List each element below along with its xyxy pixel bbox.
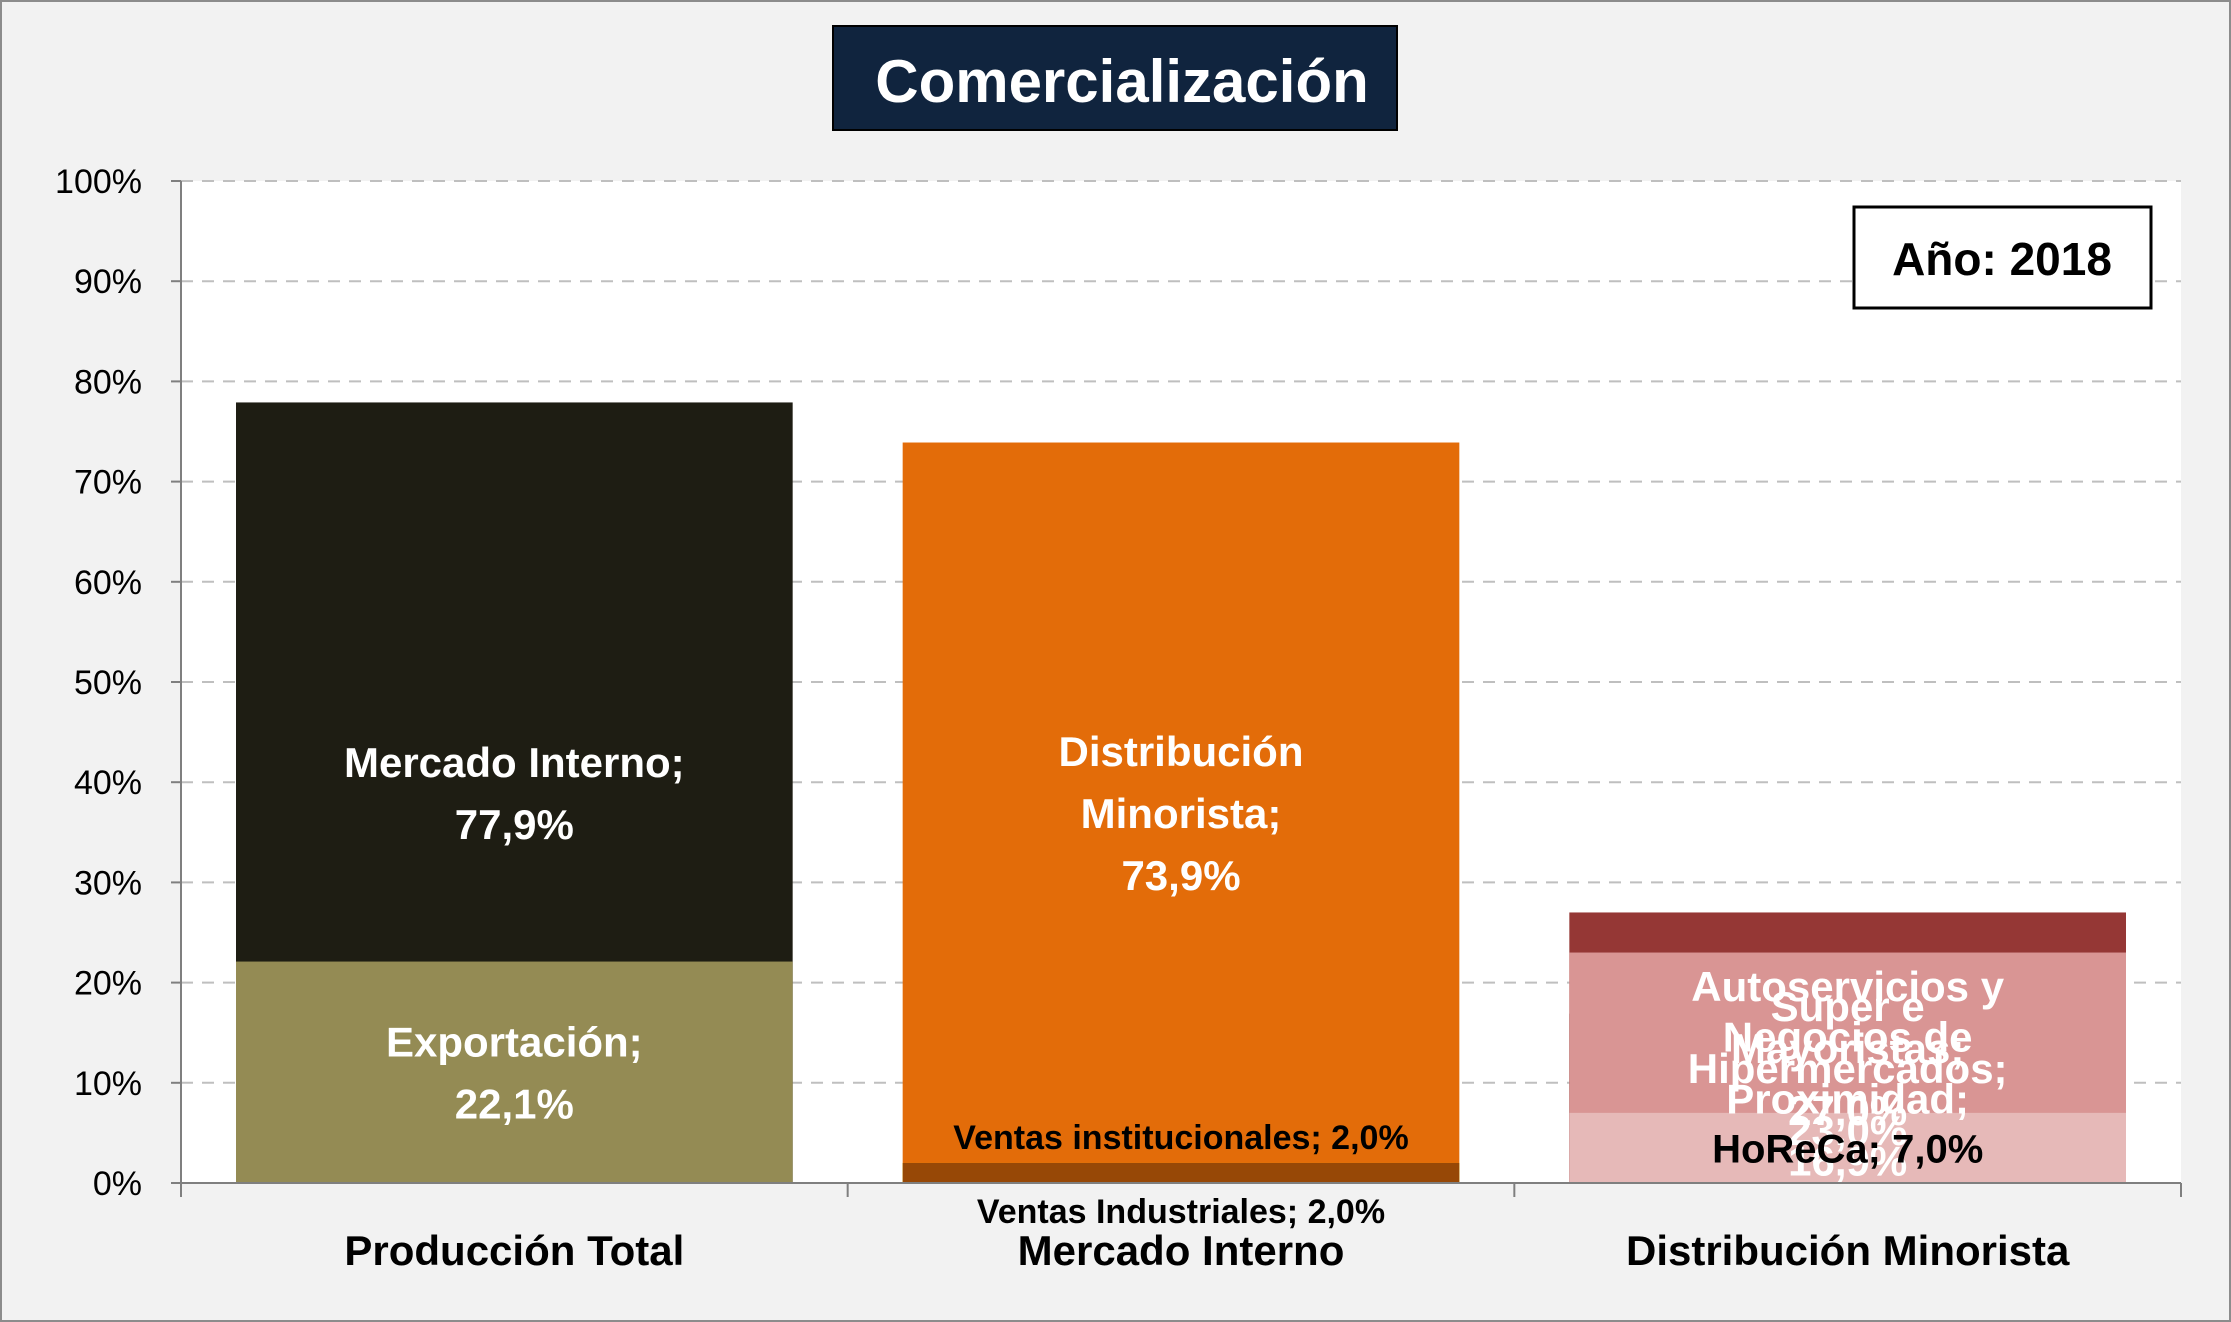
x-tick-label: Producción Total — [344, 1227, 684, 1274]
y-tick-label: 70% — [74, 464, 142, 502]
stacked-bars — [236, 402, 2126, 1184]
y-tick-label: 90% — [74, 263, 142, 301]
y-tick-label: 50% — [74, 664, 142, 702]
y-axis-ticks: 0% 10% 20% 30% 40% 50% 60% 70% 80% 90% 100% — [55, 163, 181, 1203]
bar-segment — [1569, 1112, 2126, 1183]
data-label: Autoservicios y Mayoristas; 27,0% — [1691, 963, 2004, 1134]
year-annotation-box: Año: 2018 — [1852, 205, 2153, 310]
data-label: Negocios de Proximidad; 16,9% — [1723, 1013, 1973, 1184]
bar-segment — [902, 1162, 1460, 1183]
data-label: Mercado Interno; 77,9% — [344, 739, 685, 848]
y-tick-label: 10% — [74, 1065, 142, 1103]
data-label: Ventas Industriales; 2,0% — [977, 1193, 1385, 1231]
data-label: Ventas institucionales; 2,0% — [953, 1119, 1408, 1157]
y-tick-label: 100% — [55, 163, 142, 201]
bar-segment — [902, 442, 1460, 1184]
chart-title-box: Comercialización — [832, 25, 1398, 131]
data-label: Distribución Minorista; 73,9% — [1058, 728, 1303, 899]
y-tick-label: 20% — [74, 965, 142, 1003]
bar-segment — [236, 961, 793, 1183]
data-label: Super e Hipermercados; 23,0% — [1688, 983, 2008, 1154]
chart-title: Comercialización — [875, 48, 1369, 115]
chart-title-background — [832, 25, 1398, 131]
x-axis-ticks: Producción Total Mercado Interno Distribuc… — [180, 1183, 2182, 1274]
y-tick-label: 40% — [74, 764, 142, 802]
data-label: Exportación; 22,1% — [386, 1018, 643, 1127]
year-annotation: Año: 2018 — [1892, 233, 2112, 285]
y-tick-label: 80% — [74, 363, 142, 401]
y-tick-label: 30% — [74, 864, 142, 902]
y-tick-label: 0% — [93, 1165, 142, 1203]
data-label: HoReCa; 7,0% — [1712, 1127, 1983, 1171]
x-tick-label: Distribución Minorista — [1626, 1227, 2070, 1274]
y-tick-label: 60% — [74, 564, 142, 602]
x-tick-label: Mercado Interno — [1018, 1227, 1345, 1274]
year-annotation-background — [1852, 205, 2153, 310]
data-labels: Mercado Interno; 77,9% Exportación; 22,1% Di… — [344, 728, 2008, 1231]
